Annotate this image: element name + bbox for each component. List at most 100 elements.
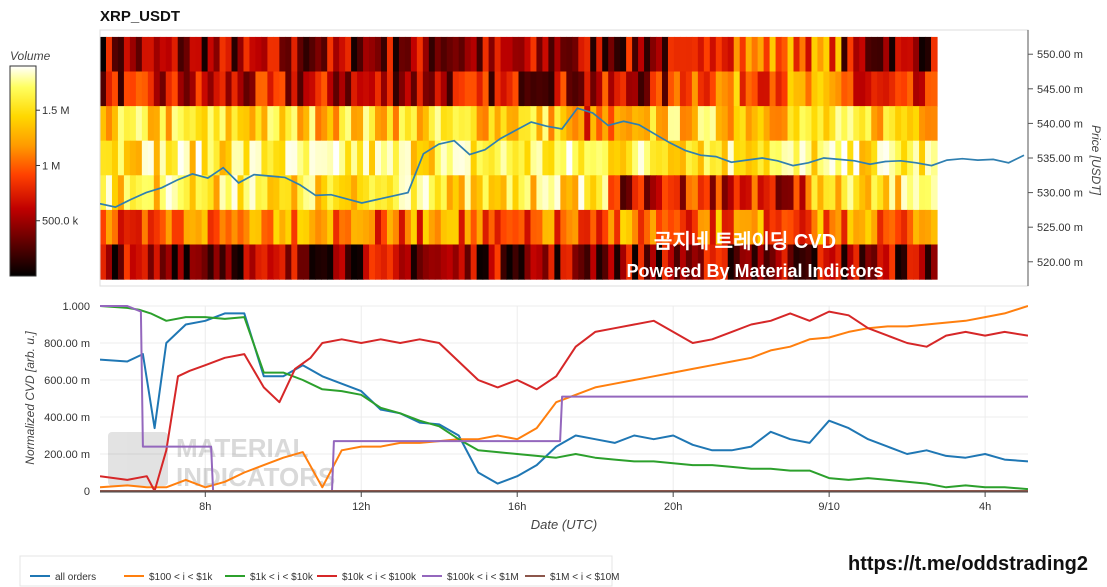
heatmap-cell <box>422 140 430 176</box>
heatmap-cell <box>249 175 257 211</box>
heatmap-cell <box>697 71 705 107</box>
legend-item[interactable]: $1M < i < $10M <box>525 572 619 583</box>
heatmap-cell <box>661 209 669 246</box>
heatmap-cell <box>183 106 191 142</box>
heatmap-cell <box>100 209 107 246</box>
footer-link[interactable]: https://t.me/oddstrading2 <box>848 553 1088 575</box>
heatmap-cell <box>626 209 633 246</box>
heatmap-cell <box>769 140 777 176</box>
heatmap-cell <box>398 175 406 211</box>
heatmap-cell <box>309 71 316 107</box>
cvd-series-line <box>100 310 1028 492</box>
heatmap-cell <box>201 71 209 107</box>
legend-item[interactable]: $10k < i < $100k <box>317 572 417 583</box>
heatmap-cell <box>512 36 520 73</box>
heatmap-cell <box>392 71 400 107</box>
heatmap-cell <box>315 244 322 280</box>
heatmap-cell <box>141 209 149 246</box>
heatmap-cell <box>691 71 699 107</box>
heatmap-cell <box>739 71 747 107</box>
heatmap-cell <box>811 106 819 142</box>
heatmap-cell <box>129 36 137 73</box>
heatmap-cell <box>733 106 741 142</box>
heatmap-cell <box>500 71 508 107</box>
heatmap-cell <box>632 244 639 280</box>
heatmap-cell <box>650 71 657 107</box>
heatmap-cell <box>392 36 400 73</box>
heatmap-cell <box>596 36 603 73</box>
heatmap-cell <box>524 209 532 246</box>
heatmap-cell <box>249 36 257 73</box>
heatmap-cell <box>739 175 747 211</box>
heatmap-cell <box>913 175 920 211</box>
heatmap-cell <box>865 175 872 211</box>
heatmap-cell <box>793 71 801 107</box>
price-tick-label: 550.00 m <box>1037 49 1083 61</box>
cvd-x-tick-label: 16h <box>508 501 526 513</box>
heatmap-cell <box>195 106 203 142</box>
heatmap-cell <box>931 175 938 211</box>
heatmap-cell <box>428 175 436 211</box>
heatmap-cell <box>871 209 878 246</box>
cvd-x-tick-label: 9/10 <box>818 501 839 513</box>
heatmap-cell <box>650 140 657 176</box>
heatmap-cell <box>512 244 520 280</box>
heatmap-cell <box>913 71 920 107</box>
heatmap-cell <box>327 36 334 73</box>
heatmap-cell <box>100 175 107 211</box>
legend-item[interactable]: $100 < i < $1k <box>124 572 213 583</box>
heatmap-cell <box>339 244 346 280</box>
heatmap-cell <box>518 36 526 73</box>
heatmap-cell <box>422 106 430 142</box>
heatmap-cell <box>805 175 813 211</box>
heatmap-cell <box>781 209 789 246</box>
heatmap-cell <box>464 175 472 211</box>
heatmap-cell <box>291 36 298 73</box>
heatmap-cell <box>805 209 813 246</box>
heatmap-cell <box>153 140 161 176</box>
heatmap-cell <box>620 175 627 211</box>
heatmap-cell <box>536 140 544 176</box>
heatmap-cell <box>823 209 830 246</box>
heatmap-cell <box>117 244 125 280</box>
heatmap-cell <box>536 71 544 107</box>
heatmap-cell <box>410 244 418 280</box>
legend-item[interactable]: $1k < i < $10k <box>225 572 314 583</box>
heatmap-cell <box>584 140 591 176</box>
heatmap-cell <box>147 209 155 246</box>
heatmap-cell <box>811 140 819 176</box>
heatmap-cell <box>626 140 633 176</box>
legend-item[interactable]: all orders <box>30 572 96 583</box>
heatmap-cell <box>805 244 813 280</box>
heatmap-cell <box>596 106 603 142</box>
heatmap-cell <box>351 175 358 211</box>
heatmap-cell <box>781 36 789 73</box>
heatmap-cell <box>369 209 376 246</box>
heatmap-cell <box>201 175 209 211</box>
heatmap-cell <box>321 140 328 176</box>
heatmap-cell <box>279 140 286 176</box>
heatmap-cell <box>243 106 251 142</box>
heatmap-cell <box>494 71 502 107</box>
heatmap-cell <box>243 71 251 107</box>
heatmap-cell <box>745 140 753 176</box>
heatmap-cell <box>805 106 813 142</box>
heatmap-cell <box>237 140 245 176</box>
heatmap-cell <box>841 244 848 280</box>
heatmap-cell <box>536 209 544 246</box>
heatmap-cell <box>506 140 514 176</box>
legend-item[interactable]: $100k < i < $1M <box>422 572 519 583</box>
heatmap-cell <box>117 175 125 211</box>
heatmap-cell <box>811 209 819 246</box>
heatmap-cell <box>883 106 890 142</box>
heatmap-cell <box>925 175 932 211</box>
heatmap-cell <box>859 36 866 73</box>
heatmap-cell <box>410 209 418 246</box>
heatmap-cell <box>303 106 310 142</box>
heatmap-cell <box>667 140 675 176</box>
heatmap-cell <box>111 209 119 246</box>
heatmap-cell <box>500 36 508 73</box>
heatmap-cell <box>386 106 394 142</box>
heatmap-cell <box>913 106 920 142</box>
heatmap-cell <box>416 175 424 211</box>
